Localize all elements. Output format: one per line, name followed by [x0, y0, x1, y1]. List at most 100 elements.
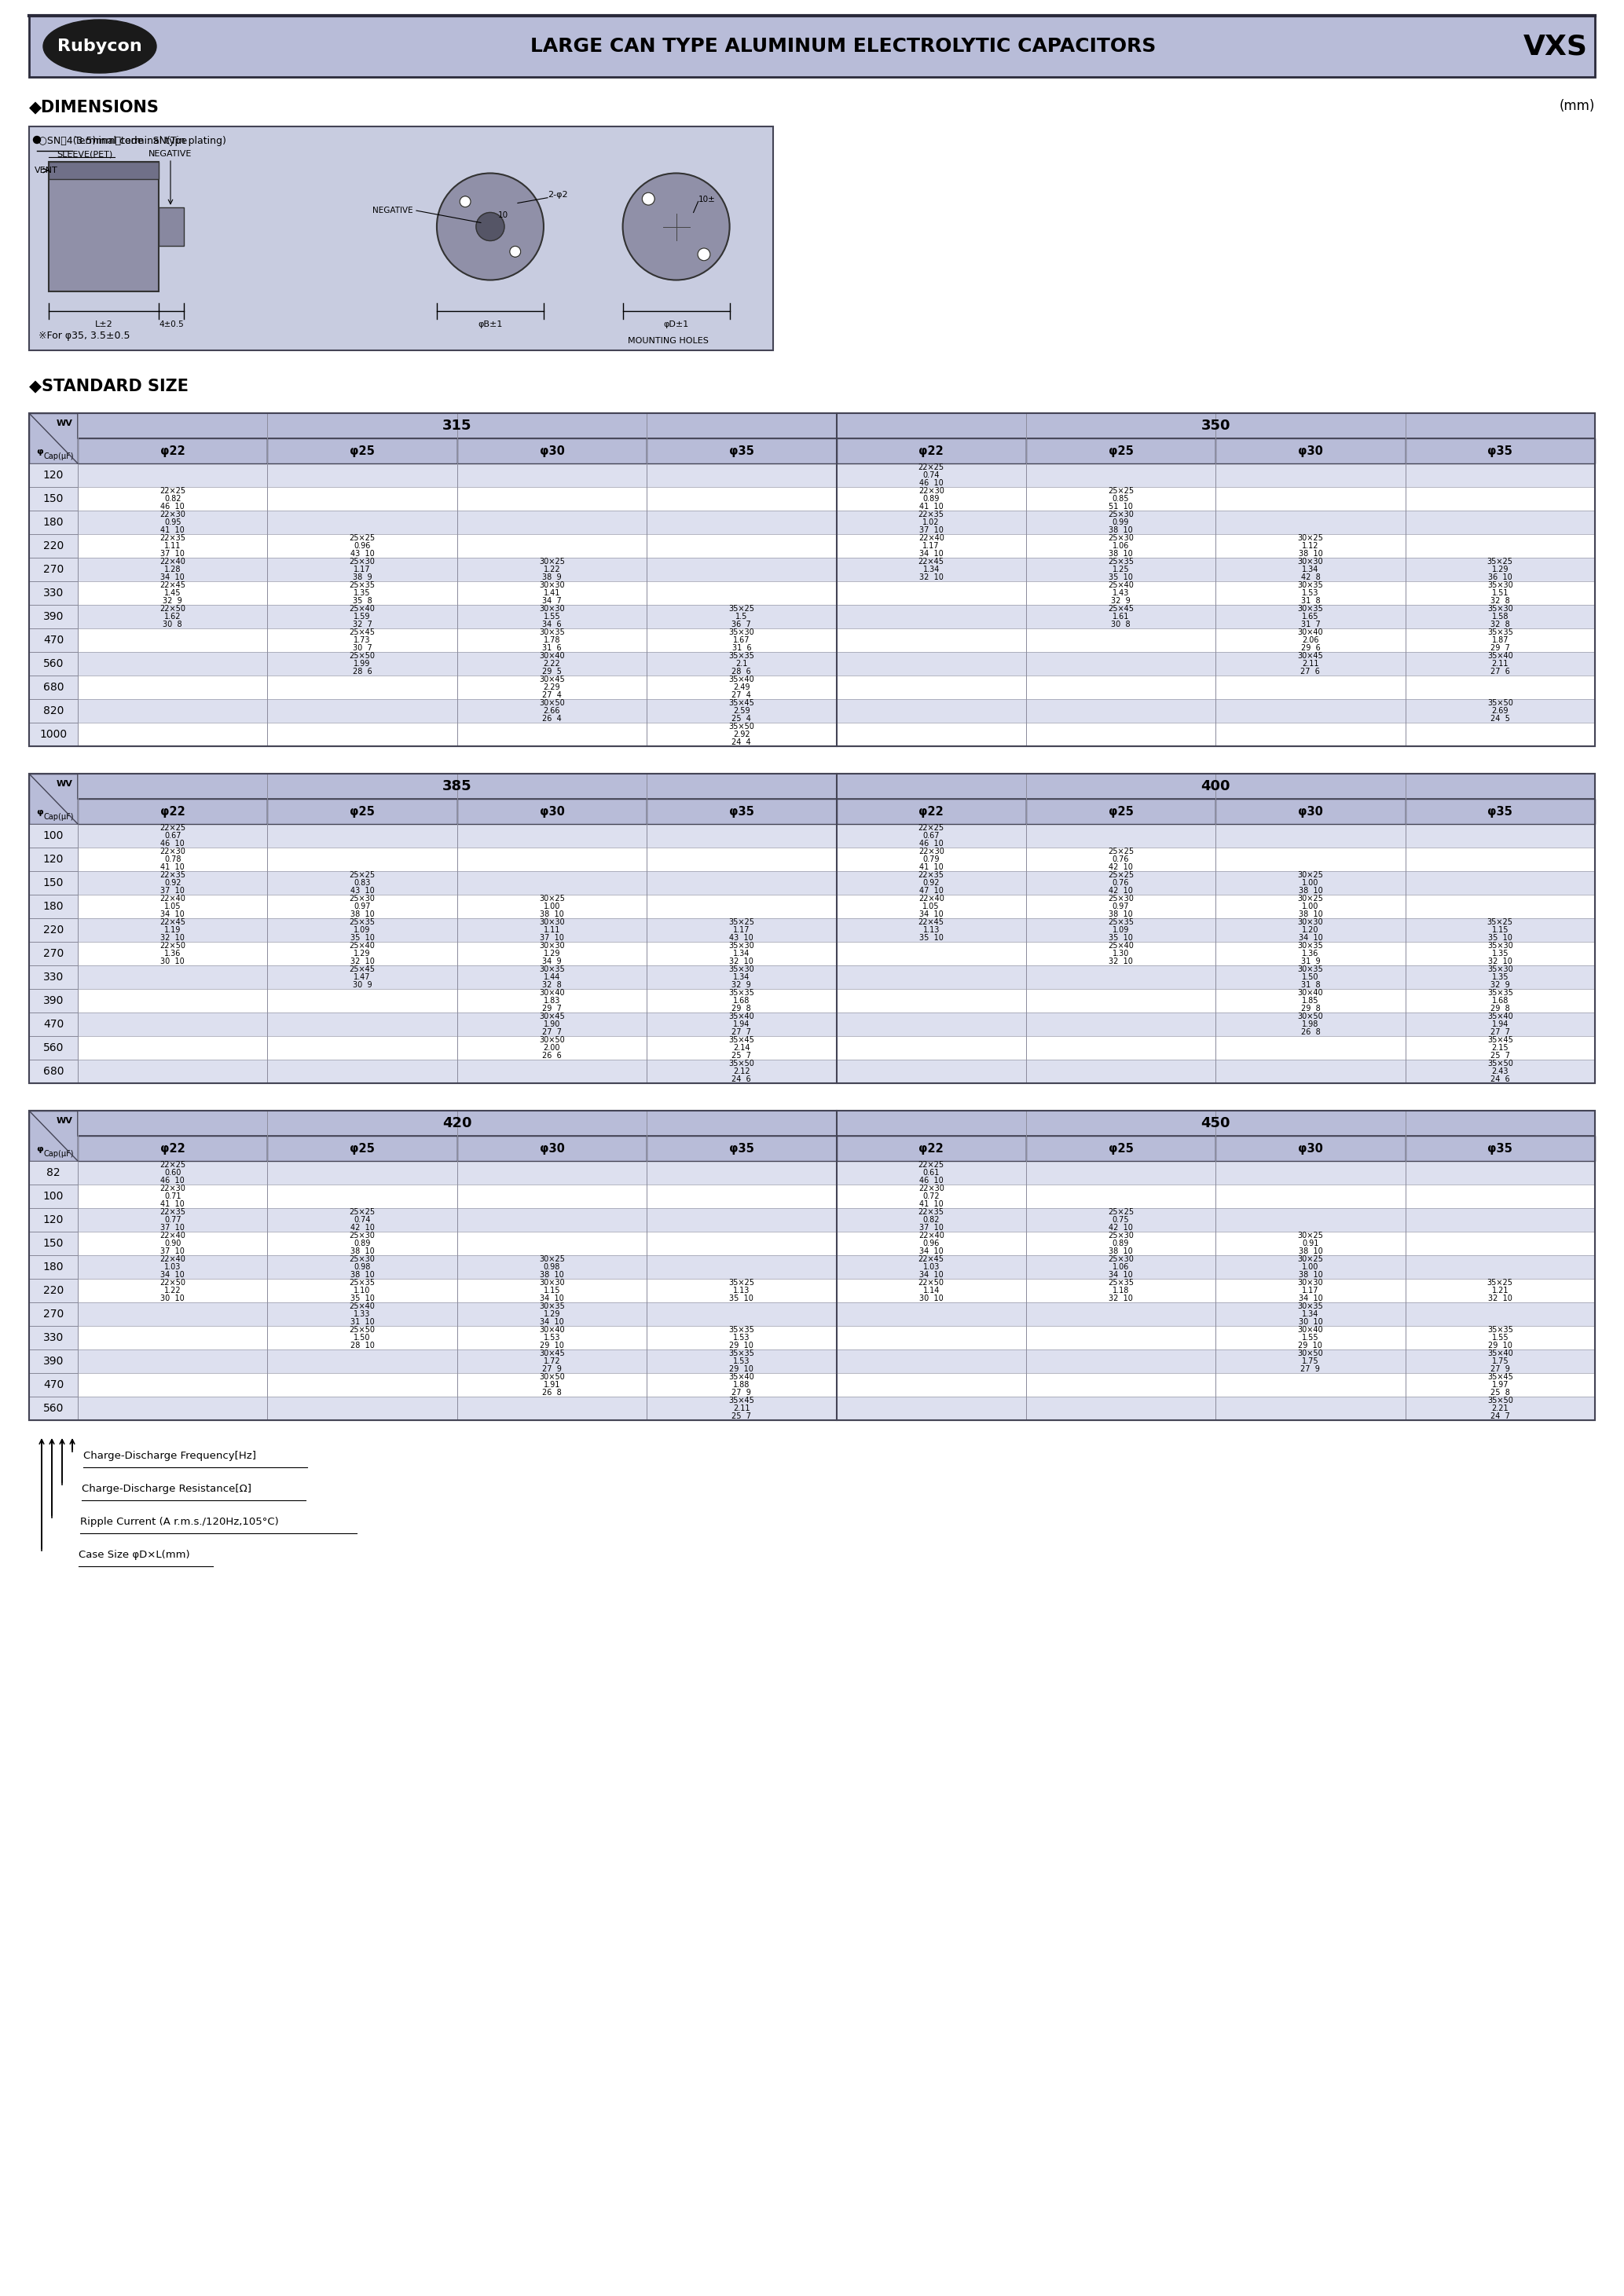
Text: 1.43: 1.43: [1112, 590, 1129, 597]
Text: 35×30: 35×30: [729, 629, 755, 636]
Text: 42  8: 42 8: [1301, 574, 1320, 581]
Bar: [29, 652, 78, 675]
Text: 29  8: 29 8: [732, 1003, 752, 1013]
Text: 35×45: 35×45: [1488, 1373, 1514, 1382]
Text: 30×30: 30×30: [539, 581, 565, 590]
Text: 1.34: 1.34: [732, 951, 750, 957]
Text: 35×30: 35×30: [1488, 606, 1514, 613]
Circle shape: [460, 195, 471, 207]
Text: 180: 180: [42, 900, 63, 912]
Text: 1.45: 1.45: [164, 590, 180, 597]
Text: 22×35: 22×35: [918, 512, 944, 519]
Text: 1.13: 1.13: [732, 1286, 750, 1295]
Text: 1.5: 1.5: [736, 613, 747, 620]
Text: 30×30: 30×30: [539, 606, 565, 613]
Text: φ22: φ22: [919, 445, 944, 457]
Text: 30×25: 30×25: [1298, 1256, 1324, 1263]
Text: 0.67: 0.67: [164, 831, 180, 840]
Bar: [29, 1302, 78, 1325]
Bar: [29, 1013, 1595, 1035]
Text: 25×40: 25×40: [349, 606, 375, 613]
Bar: [29, 629, 78, 652]
Text: 38  10: 38 10: [1298, 909, 1322, 918]
Bar: [29, 675, 1595, 698]
Text: 2.22: 2.22: [544, 659, 560, 668]
Text: 36  10: 36 10: [1488, 574, 1512, 581]
Text: 42  10: 42 10: [1109, 886, 1134, 895]
Text: 315: 315: [442, 418, 473, 434]
Bar: [29, 870, 78, 895]
Text: 30×35: 30×35: [1298, 941, 1324, 951]
Text: 32  10: 32 10: [729, 957, 754, 964]
Text: 32  8: 32 8: [542, 980, 562, 990]
Text: 470: 470: [44, 1380, 63, 1391]
Text: 1.17: 1.17: [1302, 1286, 1319, 1295]
Text: 30×40: 30×40: [539, 990, 565, 996]
Text: 820: 820: [44, 705, 63, 716]
Text: 150: 150: [44, 877, 63, 889]
Text: 0.60: 0.60: [164, 1169, 180, 1176]
Text: 32  10: 32 10: [1109, 957, 1134, 964]
Text: 22×40: 22×40: [918, 895, 944, 902]
Text: 35×35: 35×35: [729, 1327, 755, 1334]
Bar: [29, 652, 1595, 675]
Text: 35×40: 35×40: [729, 1013, 755, 1022]
Text: 1.14: 1.14: [922, 1286, 940, 1295]
Text: 25×35: 25×35: [1108, 1279, 1134, 1288]
Text: 29  8: 29 8: [1301, 1003, 1320, 1013]
Text: 30  10: 30 10: [161, 957, 185, 964]
Bar: [29, 990, 78, 1013]
Text: 2.92: 2.92: [732, 730, 750, 739]
Text: 22×30: 22×30: [159, 1185, 185, 1192]
Text: 1.36: 1.36: [164, 951, 180, 957]
Text: 35×30: 35×30: [1488, 581, 1514, 590]
Text: 22×25: 22×25: [159, 487, 185, 496]
Text: 25×40: 25×40: [349, 941, 375, 951]
Text: 27  9: 27 9: [542, 1364, 562, 1373]
Text: 35×35: 35×35: [729, 990, 755, 996]
Text: 30  10: 30 10: [161, 1295, 185, 1302]
Text: 34  10: 34 10: [1298, 1295, 1322, 1302]
Text: 420: 420: [442, 1116, 473, 1130]
Text: 1.91: 1.91: [544, 1380, 560, 1389]
Text: 30×35: 30×35: [1298, 967, 1324, 974]
Text: 1.19: 1.19: [164, 925, 180, 934]
Text: 35  10: 35 10: [351, 1295, 375, 1302]
Text: 1.02: 1.02: [922, 519, 940, 526]
Text: 25  8: 25 8: [1491, 1389, 1510, 1396]
Text: Cap(μF): Cap(μF): [44, 813, 75, 822]
Text: φ25: φ25: [1108, 445, 1134, 457]
Bar: [29, 629, 1595, 652]
Text: 1.59: 1.59: [354, 613, 370, 620]
Text: 2.11: 2.11: [732, 1405, 750, 1412]
Bar: [29, 1350, 78, 1373]
Text: 1.68: 1.68: [732, 996, 750, 1006]
Bar: [836, 799, 1026, 824]
Text: 1.17: 1.17: [732, 925, 750, 934]
Text: 46  10: 46 10: [161, 503, 185, 510]
Text: 2.00: 2.00: [544, 1045, 560, 1052]
Text: 22×35: 22×35: [159, 1208, 185, 1217]
Text: 1.34: 1.34: [922, 565, 940, 574]
Bar: [1216, 439, 1405, 464]
Text: 30×25: 30×25: [1298, 872, 1324, 879]
Text: 560: 560: [44, 1042, 63, 1054]
Text: 24  4: 24 4: [732, 737, 752, 746]
Text: 31  10: 31 10: [351, 1318, 374, 1325]
Text: 0.98: 0.98: [354, 1263, 370, 1272]
Bar: [29, 723, 78, 746]
Text: φ25: φ25: [349, 806, 375, 817]
Text: 0.90: 0.90: [164, 1240, 180, 1247]
Text: 29  8: 29 8: [1491, 1003, 1510, 1013]
Text: 1.41: 1.41: [544, 590, 560, 597]
Text: 32  10: 32 10: [161, 934, 185, 941]
Bar: [29, 941, 78, 964]
Text: 34  10: 34 10: [539, 1295, 564, 1302]
Text: 38  10: 38 10: [1109, 909, 1134, 918]
Bar: [29, 535, 78, 558]
Text: 35  10: 35 10: [1488, 934, 1512, 941]
Text: 1.18: 1.18: [1112, 1286, 1129, 1295]
Text: NEGATIVE: NEGATIVE: [372, 207, 412, 214]
Text: ○SN［4(3.5)mm］terminal type: ○SN［4(3.5)mm］terminal type: [39, 135, 187, 147]
Bar: [29, 698, 1595, 723]
